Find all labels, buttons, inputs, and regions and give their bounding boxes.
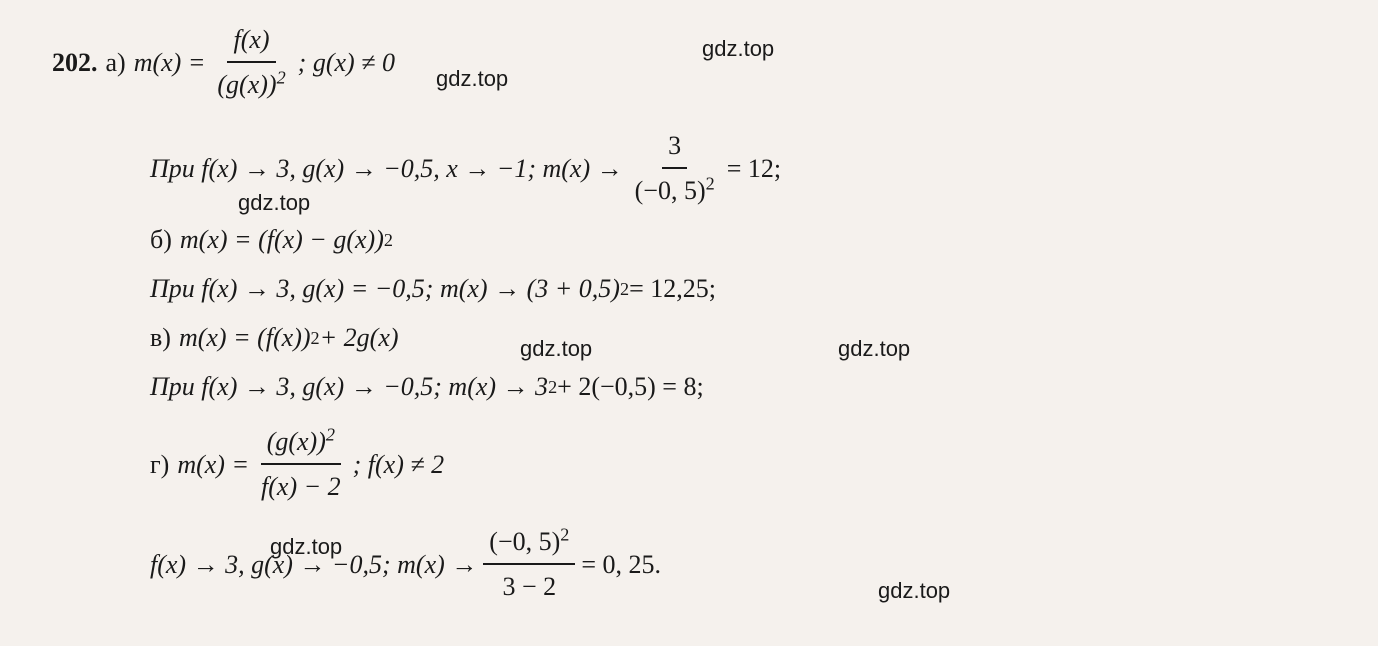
frac-num-exp: 2	[326, 424, 335, 444]
frac-num-base: (−0, 5)	[489, 527, 560, 556]
part-g-line2-result: = 0, 25.	[581, 545, 661, 584]
part-b-label: б)	[150, 220, 172, 259]
frac-num-exp: 2	[560, 524, 569, 544]
part-v-label: в)	[150, 318, 171, 357]
part-a-line2: При f(x) → 3, g(x) → −0,5, x → −1; m(x) …	[150, 126, 1338, 210]
frac-den-exp: 2	[706, 173, 715, 193]
frac-num: (g(x))2	[261, 422, 341, 465]
part-a-line1: 202. а) m(x) = f(x) (g(x))2 ; g(x) ≠ 0	[52, 20, 1338, 104]
part-a-cond: ; g(x) ≠ 0	[298, 43, 395, 82]
frac-num-base: (g(x))	[267, 427, 326, 456]
part-b-line1: б) m(x) = (f(x) − g(x))2	[150, 220, 1338, 259]
part-g-line2-fraction: (−0, 5)2 3 − 2	[483, 522, 575, 606]
part-a-line2-fraction: 3 (−0, 5)2	[629, 126, 721, 210]
part-a-fraction: f(x) (g(x))2	[211, 20, 291, 104]
part-b-line2-text: При f(x) → 3, g(x) = −0,5; m(x) → (3 + 0…	[150, 269, 620, 308]
frac-den: (g(x))2	[211, 63, 291, 104]
frac-den-base: (−0, 5)	[635, 176, 706, 205]
part-g-lhs: m(x) =	[177, 445, 249, 484]
part-v-line2-text: При f(x) → 3, g(x) → −0,5; m(x) → 3	[150, 367, 548, 406]
frac-num: (−0, 5)2	[483, 522, 575, 565]
part-a-line2-result: = 12;	[727, 149, 781, 188]
watermark-3: gdz.top	[238, 186, 310, 219]
problem-number: 202.	[52, 43, 98, 82]
watermark-6: gdz.top	[270, 530, 342, 563]
frac-num: f(x)	[227, 20, 275, 63]
frac-num: 3	[662, 126, 687, 169]
part-g-fraction: (g(x))2 f(x) − 2	[255, 422, 347, 506]
part-g-line1: г) m(x) = (g(x))2 f(x) − 2 ; f(x) ≠ 2	[150, 422, 1338, 506]
watermark-7: gdz.top	[878, 574, 950, 607]
watermark-5: gdz.top	[838, 332, 910, 365]
part-b-line2: При f(x) → 3, g(x) = −0,5; m(x) → (3 + 0…	[150, 269, 1338, 308]
part-b-line2-result: = 12,25;	[629, 269, 716, 308]
watermark-2: gdz.top	[436, 62, 508, 95]
frac-den: (−0, 5)2	[629, 169, 721, 210]
part-v-line2-tail: + 2(−0,5) = 8;	[557, 367, 704, 406]
frac-den-base: (g(x))	[217, 70, 276, 99]
part-b-eq: m(x) = (f(x) − g(x))	[180, 220, 384, 259]
part-g-label: г)	[150, 445, 169, 484]
frac-den: 3 − 2	[496, 565, 562, 606]
frac-den: f(x) − 2	[255, 465, 347, 506]
part-v-tail: + 2g(x)	[320, 318, 399, 357]
part-v-line2: При f(x) → 3, g(x) → −0,5; m(x) → 32 + 2…	[150, 367, 1338, 406]
part-a-lhs: m(x) =	[134, 43, 206, 82]
part-a-label: а)	[106, 43, 126, 82]
part-v-eq: m(x) = (f(x))	[179, 318, 311, 357]
watermark-4: gdz.top	[520, 332, 592, 365]
part-v-line1: в) m(x) = (f(x))2 + 2g(x)	[150, 318, 1338, 357]
watermark-1: gdz.top	[702, 32, 774, 65]
part-g-cond: ; f(x) ≠ 2	[353, 445, 445, 484]
frac-den-exp: 2	[277, 67, 286, 87]
part-a-line2-pre: При f(x) → 3, g(x) → −0,5, x → −1; m(x) …	[150, 149, 623, 188]
